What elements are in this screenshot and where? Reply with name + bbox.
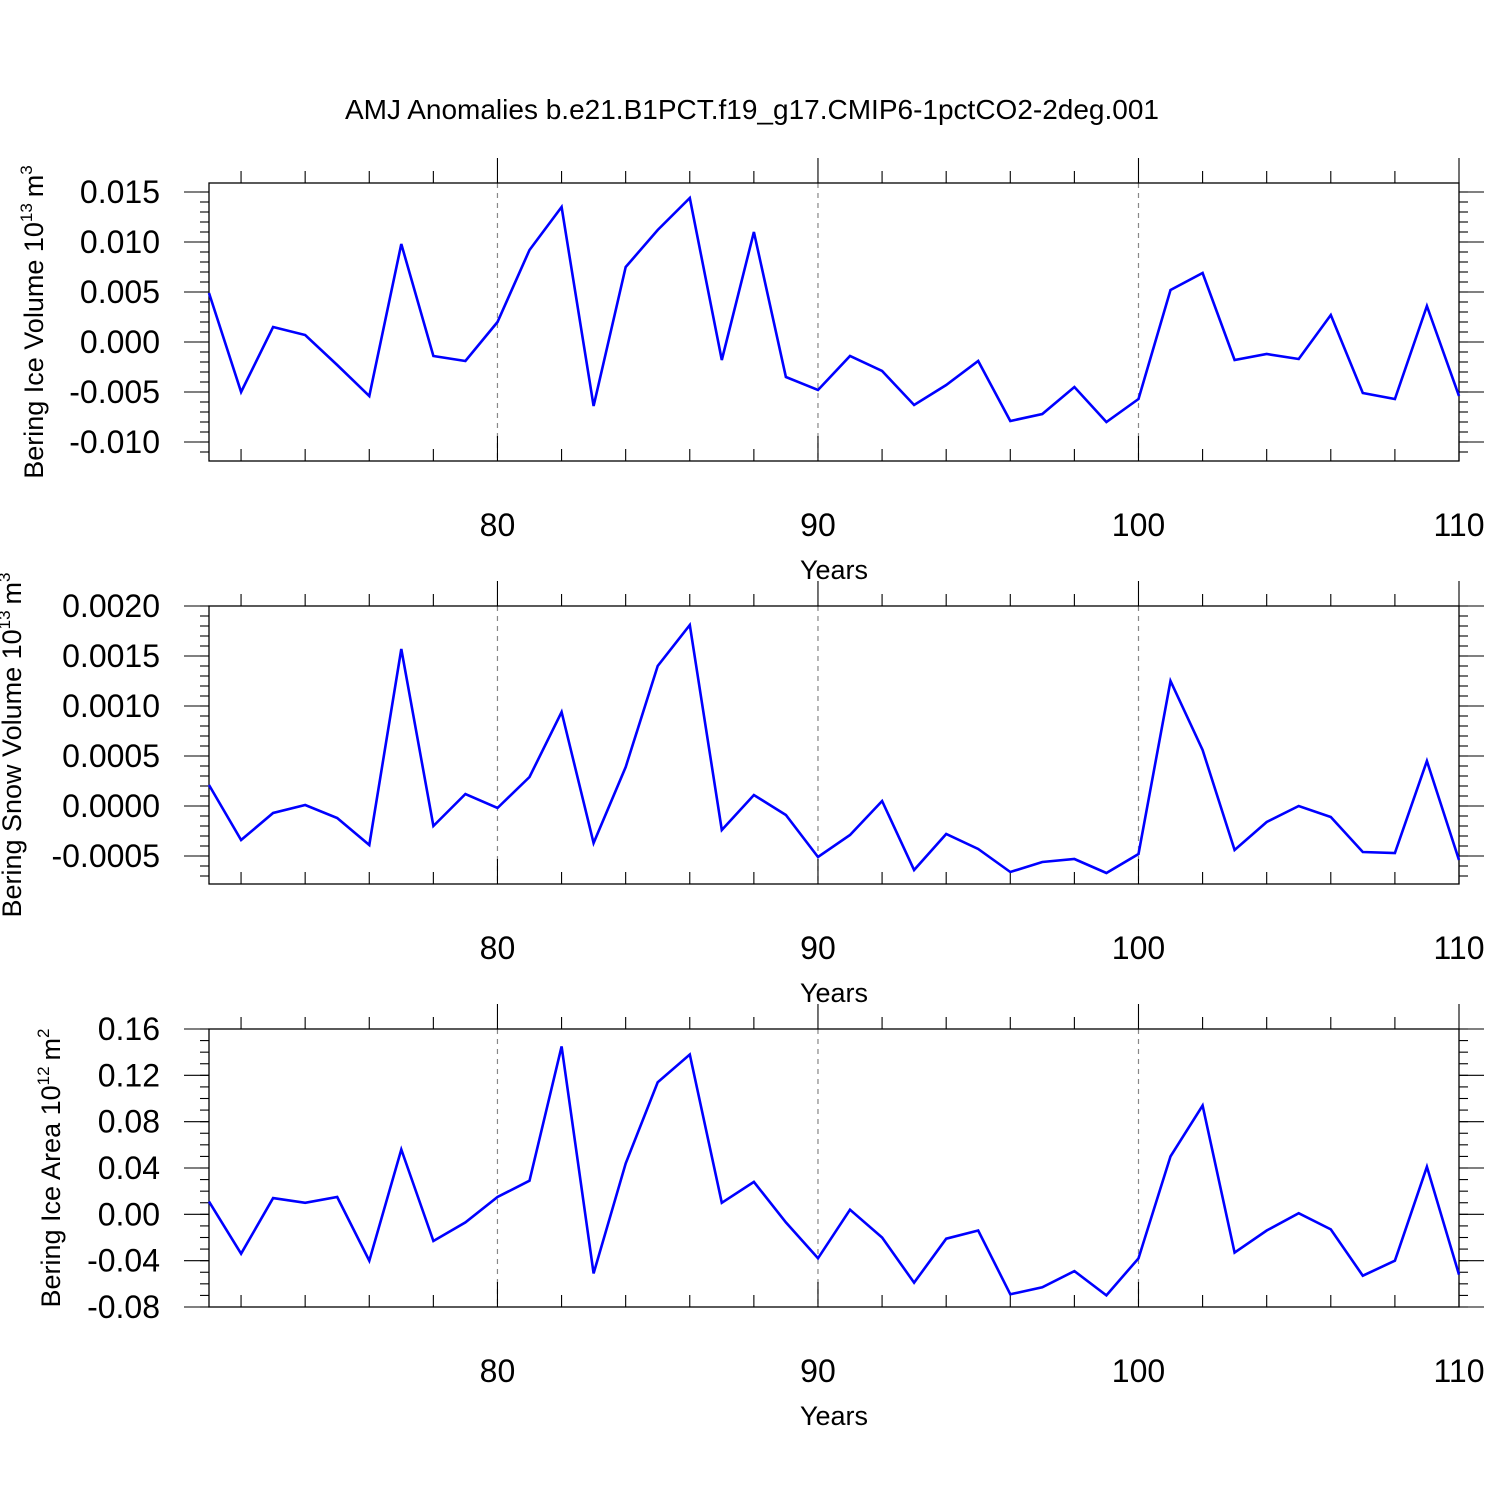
y-tick-label: 0.12 [98,1057,160,1093]
x-tick-label: 100 [1112,1353,1165,1389]
y-tick-label: 0.010 [80,224,160,260]
y-tick-label: -0.005 [69,374,160,410]
panel-ice-area: -0.08 -0.04 0.00 0.04 0.08 0.12 0.16 80 90 100 110… [34,1004,1485,1431]
x-tick-label: 100 [1112,507,1165,543]
x-tick-label: 80 [480,507,516,543]
plot-frame [208,605,1460,885]
x-axis-label: Years [800,1401,868,1431]
x-tick-label: 90 [800,507,836,543]
x-tick-label: 110 [1433,1353,1484,1389]
x-axis-label: Years [800,978,868,1008]
y-tick-label: 0.00 [98,1196,160,1232]
y-tick-label: -0.0005 [51,838,160,874]
y-tick-label: 0.16 [98,1011,160,1047]
panel-ice-volume: -0.010 -0.005 0.000 0.005 0.010 0.015 80 90 100 1… [17,158,1485,585]
y-tick-label: -0.04 [87,1243,160,1279]
x-tick-label: 110 [1433,930,1484,966]
plot-frame [208,182,1460,462]
x-tick-label: 90 [800,1353,836,1389]
x-tick-label: 100 [1112,930,1165,966]
panel-snow-volume: -0.0005 0.0000 0.0005 0.0010 0.0015 0.0020 80 9… [0,572,1485,1008]
x-tick-label: 110 [1433,507,1484,543]
y-tick-label: 0.0005 [62,738,160,774]
y-axis-label: Bering Ice Volume 1013m3 [17,165,49,479]
y-tick-label: 0.0010 [62,688,160,724]
x-axis-label: Years [800,555,868,585]
y-tick-label: -0.08 [87,1289,160,1325]
series-line [207,621,1461,875]
x-tick-label: 80 [480,1353,516,1389]
y-tick-label: 0.015 [80,174,160,210]
series-line [207,1046,1461,1298]
chart-title: AMJ Anomalies b.e21.B1PCT.f19_g17.CMIP6-… [345,94,1159,125]
y-axis-label: Bering Ice Area 1012m2 [34,1028,66,1307]
x-tick-label: 80 [480,930,516,966]
y-tick-label: -0.010 [69,424,160,460]
y-tick-label: 0.0000 [62,788,160,824]
y-tick-label: 0.005 [80,274,160,310]
x-tick-label: 90 [800,930,836,966]
series-line [207,195,1461,424]
y-tick-label: 0.0015 [62,638,160,674]
y-tick-label: 0.0020 [62,588,160,624]
y-axis-label: Bering Snow Volume 1013m3 [0,572,27,917]
y-tick-label: 0.000 [80,324,160,360]
y-tick-label: 0.08 [98,1104,160,1140]
y-tick-label: 0.04 [98,1150,160,1186]
